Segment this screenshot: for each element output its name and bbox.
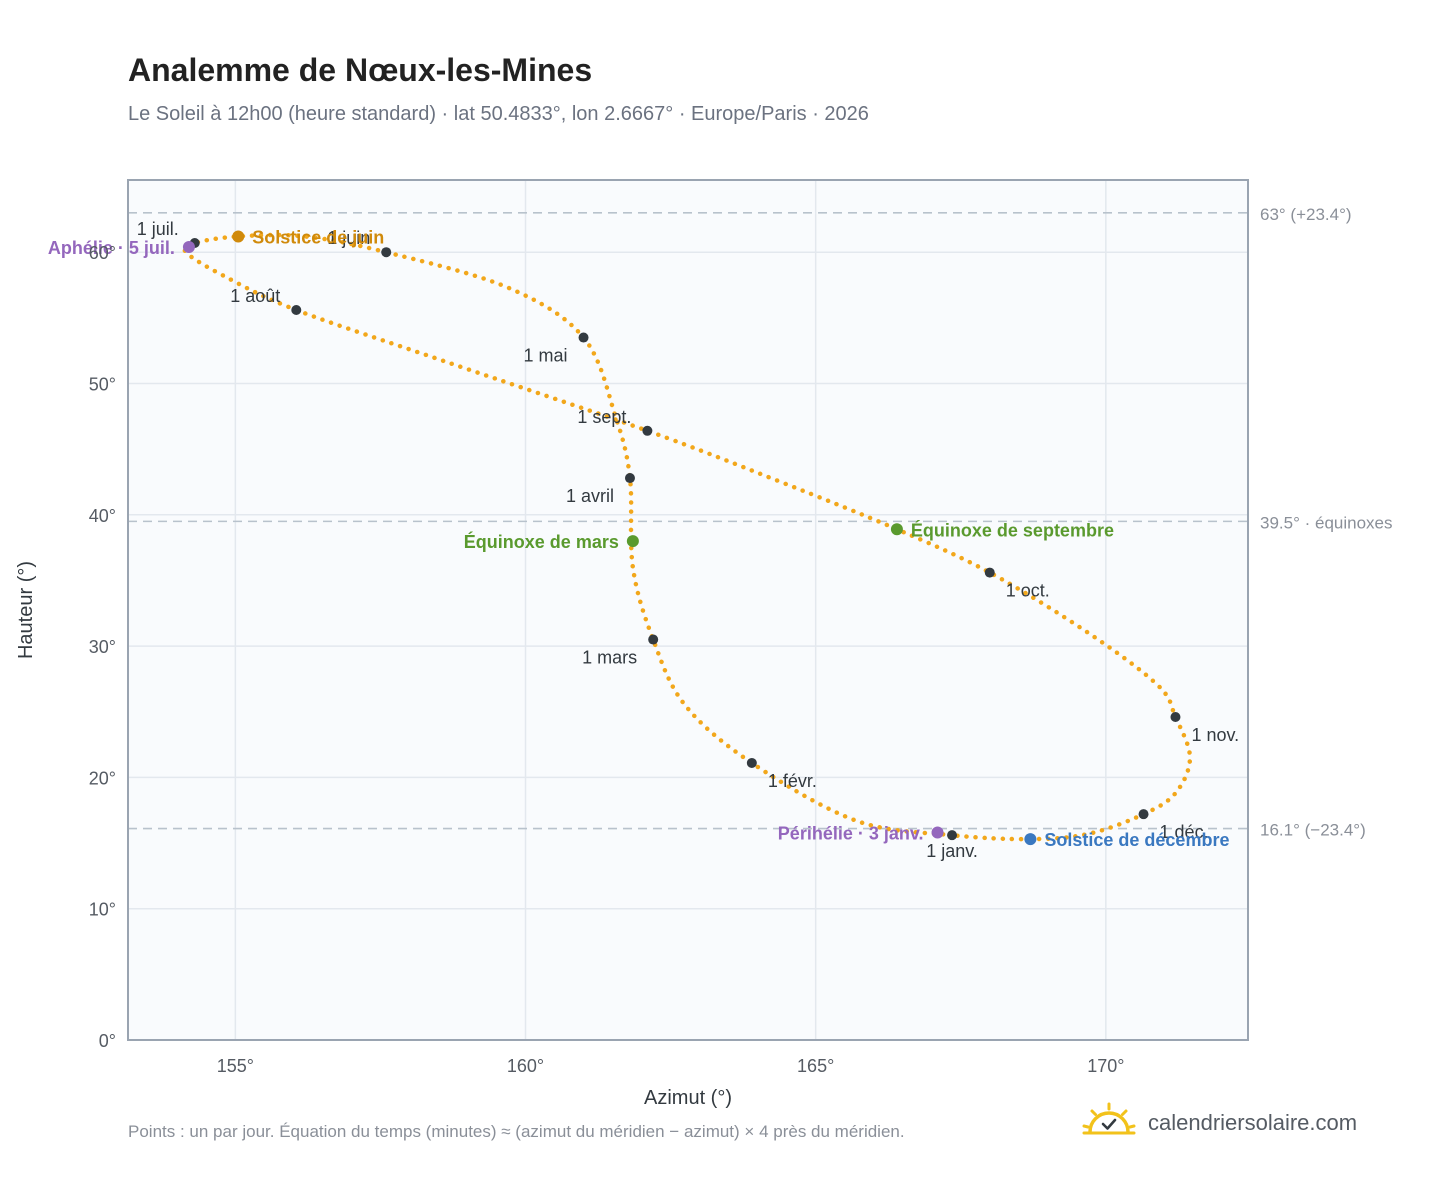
x-tick-label: 170° <box>1087 1056 1124 1076</box>
footnote: Points : un par jour. Équation du temps … <box>128 1122 905 1141</box>
month-marker <box>642 425 653 436</box>
month-marker <box>624 473 635 484</box>
chart-subtitle: Le Soleil à 12h00 (heure standard) · lat… <box>128 103 869 125</box>
month-marker-label: 1 sept. <box>577 407 631 427</box>
analemma-curve <box>181 232 1193 842</box>
month-marker-label: 1 juil. <box>137 219 179 239</box>
month-marker <box>578 332 589 343</box>
x-tick-label: 165° <box>797 1056 834 1076</box>
event-label: Équinoxe de mars <box>464 531 619 552</box>
event-marker <box>232 230 245 243</box>
month-marker-label: 1 janv. <box>926 841 978 861</box>
event-label: Équinoxe de septembre <box>911 519 1114 540</box>
month-marker-label: 1 déc. <box>1160 822 1209 842</box>
x-tick-label: 155° <box>217 1056 254 1076</box>
y-tick-label: 20° <box>89 768 116 788</box>
month-marker-label: 1 mars <box>582 648 637 668</box>
month-marker-label: 1 mai <box>524 346 568 366</box>
event-marker <box>626 535 639 548</box>
month-marker <box>1138 809 1149 820</box>
brand-text: calendriersolaire.com <box>1148 1109 1358 1135</box>
month-marker-label: 1 nov. <box>1191 725 1239 745</box>
y-tick-label: 60° <box>89 243 116 263</box>
plot-area <box>128 180 1248 1040</box>
month-markers: 1 janv. 1 févr. 1 mars 1 avril 1 mai 1 juin 1 … <box>137 219 1239 861</box>
axis-ticks: 155° 160° 165° 170° 0° 10° 20° 30° 40° 50° 60° <box>89 243 1125 1076</box>
reference-lines: 63° (+23.4°) 39.5° · équinoxes 16.1° (−23.… <box>128 205 1393 840</box>
event-label: Solstice de décembre <box>1044 830 1229 850</box>
month-marker-label: 1 avril <box>566 486 614 506</box>
reference-line-label: 16.1° (−23.4°) <box>1260 821 1366 840</box>
y-tick-label: 30° <box>89 637 116 657</box>
y-tick-label: 50° <box>89 375 116 395</box>
month-marker-label: 1 févr. <box>768 771 817 791</box>
plot-frame <box>127 179 1249 1041</box>
month-marker <box>984 567 995 578</box>
month-marker-label: 1 juin <box>327 228 370 248</box>
y-tick-label: 0° <box>99 1031 116 1051</box>
event-marker <box>890 523 903 536</box>
x-axis-label: Azimut (°) <box>644 1087 732 1109</box>
event-marker <box>931 826 944 839</box>
reference-line-label: 39.5° · équinoxes <box>1260 513 1393 532</box>
month-marker <box>291 304 302 315</box>
x-tick-label: 160° <box>507 1056 544 1076</box>
month-marker <box>648 634 659 645</box>
y-tick-label: 40° <box>89 506 116 526</box>
event-markers: Solstice de juin Solstice de décembre Équi… <box>48 227 1230 850</box>
analemma-daily-points <box>181 232 1193 842</box>
y-axis-label: Hauteur (°) <box>15 561 37 659</box>
event-marker <box>1024 833 1037 846</box>
sun-logo-icon <box>1082 1102 1136 1143</box>
month-marker <box>381 247 392 258</box>
y-tick-label: 10° <box>89 900 116 920</box>
month-marker <box>947 830 958 841</box>
reference-line-label: 63° (+23.4°) <box>1260 205 1352 224</box>
brand[interactable]: calendriersolaire.com <box>1082 1102 1357 1143</box>
month-marker-label: 1 août <box>230 286 280 306</box>
event-marker <box>182 240 195 253</box>
month-marker <box>1170 712 1181 723</box>
chart-title: Analemme de Nœux-les-Mines <box>128 52 593 88</box>
event-label: Solstice de juin <box>252 227 384 247</box>
month-marker <box>746 757 757 768</box>
month-marker-label: 1 oct. <box>1006 581 1050 601</box>
event-label: Périhélie · 3 janv. <box>778 824 924 844</box>
event-label: Aphélie · 5 juil. <box>48 238 175 258</box>
